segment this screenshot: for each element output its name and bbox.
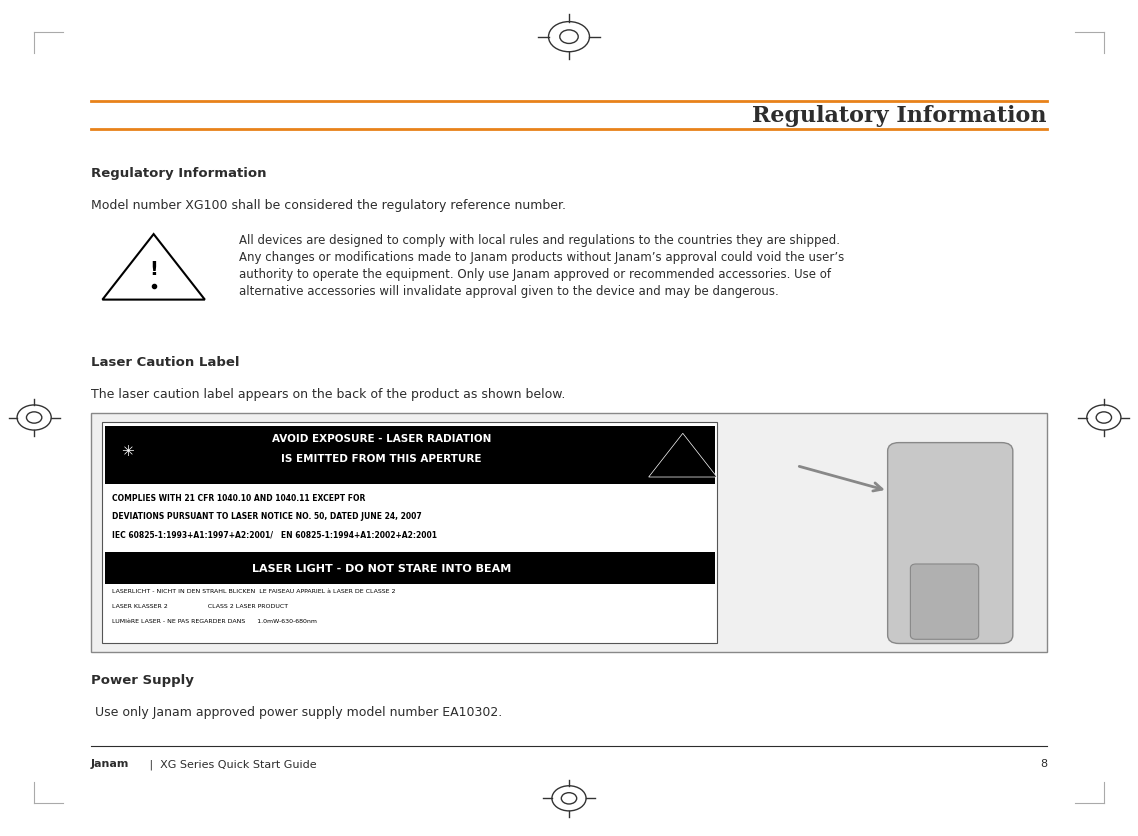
Text: LUMIèRE LASER - NE PAS REGARDER DANS      1.0mW-630-680nm: LUMIèRE LASER - NE PAS REGARDER DANS 1.0… bbox=[112, 619, 316, 624]
FancyBboxPatch shape bbox=[910, 564, 979, 640]
Text: AVOID EXPOSURE - LASER RADIATION: AVOID EXPOSURE - LASER RADIATION bbox=[272, 434, 490, 444]
Polygon shape bbox=[649, 434, 717, 477]
Text: !: ! bbox=[149, 260, 158, 278]
Text: Laser Caution Label: Laser Caution Label bbox=[91, 355, 239, 369]
Text: Regulatory Information: Regulatory Information bbox=[752, 104, 1047, 127]
Text: Model number XG100 shall be considered the regulatory reference number.: Model number XG100 shall be considered t… bbox=[91, 199, 566, 212]
Text: LASER LIGHT - DO NOT STARE INTO BEAM: LASER LIGHT - DO NOT STARE INTO BEAM bbox=[251, 563, 511, 573]
Text: 8: 8 bbox=[1040, 758, 1047, 768]
Text: IS EMITTED FROM THIS APERTURE: IS EMITTED FROM THIS APERTURE bbox=[281, 453, 481, 463]
Polygon shape bbox=[102, 235, 205, 300]
Text: COMPLIES WITH 21 CFR 1040.10 AND 1040.11 EXCEPT FOR: COMPLIES WITH 21 CFR 1040.10 AND 1040.11… bbox=[112, 493, 365, 502]
Text: LASER KLASSER 2                    CLASS 2 LASER PRODUCT: LASER KLASSER 2 CLASS 2 LASER PRODUCT bbox=[112, 604, 288, 609]
Text: ✳: ✳ bbox=[121, 444, 134, 459]
Text: LASERLICHT - NICHT IN DEN STRAHL BLICKEN  LE FAISEAU APPARIEL à LASER DE CLASSE : LASERLICHT - NICHT IN DEN STRAHL BLICKEN… bbox=[112, 589, 395, 594]
Text: All devices are designed to comply with local rules and regulations to the count: All devices are designed to comply with … bbox=[239, 234, 844, 298]
FancyBboxPatch shape bbox=[105, 553, 715, 584]
Text: The laser caution label appears on the back of the product as shown below.: The laser caution label appears on the b… bbox=[91, 387, 566, 400]
Text: DEVIATIONS PURSUANT TO LASER NOTICE NO. 50, DATED JUNE 24, 2007: DEVIATIONS PURSUANT TO LASER NOTICE NO. … bbox=[112, 512, 421, 521]
FancyBboxPatch shape bbox=[888, 443, 1013, 644]
Text: Regulatory Information: Regulatory Information bbox=[91, 167, 266, 181]
Text: |  XG Series Quick Start Guide: | XG Series Quick Start Guide bbox=[146, 758, 316, 769]
Text: Use only Janam approved power supply model number EA10302.: Use only Janam approved power supply mod… bbox=[91, 705, 502, 718]
FancyBboxPatch shape bbox=[102, 422, 717, 644]
Text: Power Supply: Power Supply bbox=[91, 673, 193, 686]
FancyBboxPatch shape bbox=[105, 426, 715, 485]
Text: IEC 60825-1:1993+A1:1997+A2:2001/   EN 60825-1:1994+A1:2002+A2:2001: IEC 60825-1:1993+A1:1997+A2:2001/ EN 608… bbox=[112, 530, 437, 539]
Text: Janam: Janam bbox=[91, 758, 130, 768]
FancyBboxPatch shape bbox=[91, 414, 1047, 652]
